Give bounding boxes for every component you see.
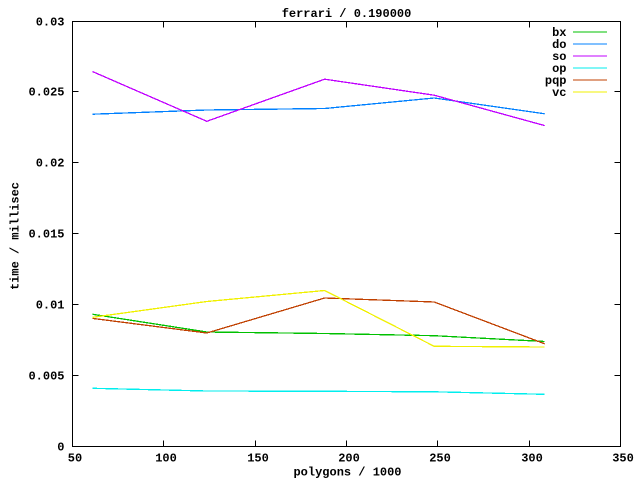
svg-text:0.01: 0.01 [36,299,65,313]
svg-text:0.02: 0.02 [36,157,65,171]
svg-text:bx: bx [552,26,566,40]
svg-text:150: 150 [247,452,269,466]
svg-text:0: 0 [57,441,64,455]
svg-text:0.005: 0.005 [28,370,64,384]
svg-text:pqp: pqp [545,74,567,88]
svg-text:50: 50 [68,452,82,466]
svg-text:time / millisec: time / millisec [9,182,23,290]
svg-text:250: 250 [429,452,451,466]
svg-text:vc: vc [552,86,566,100]
svg-text:0.025: 0.025 [28,86,64,100]
svg-text:so: so [552,50,566,64]
svg-text:200: 200 [338,452,360,466]
svg-text:0.015: 0.015 [28,228,64,242]
svg-text:0.03: 0.03 [36,16,65,30]
svg-text:do: do [552,38,566,52]
svg-text:100: 100 [155,452,177,466]
svg-text:300: 300 [521,452,543,466]
svg-text:ferrari / 0.190000: ferrari / 0.190000 [282,7,412,21]
svg-text:op: op [552,62,566,76]
svg-text:350: 350 [612,452,634,466]
svg-text:polygons / 1000: polygons / 1000 [293,466,401,480]
